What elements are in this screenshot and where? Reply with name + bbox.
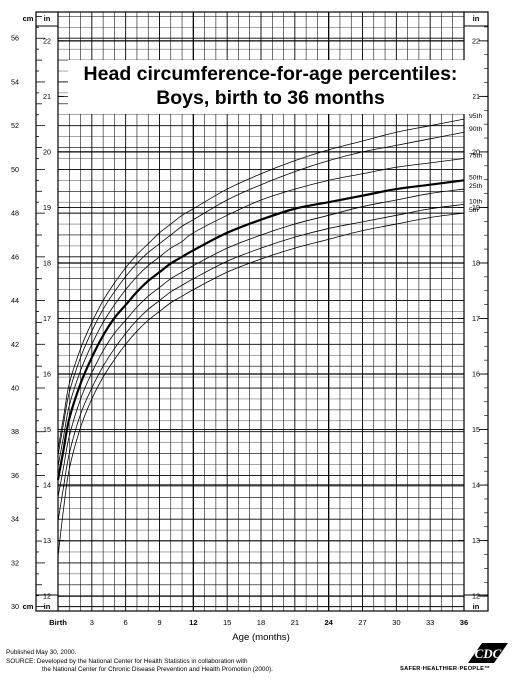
percentile-label-5th: 5th [469, 207, 479, 214]
x-tick-label: 36 [460, 618, 468, 627]
percentile-label-25th: 25th [469, 183, 482, 190]
in-tick-label-left: 12 [43, 592, 51, 601]
footer-source-continued: the National Center for Chronic Disease … [42, 666, 273, 673]
cm-unit-label-bottom: cm [23, 602, 34, 611]
cm-tick-label: 36 [11, 471, 19, 480]
in-tick-label-right: 13 [472, 536, 480, 545]
x-tick-label: 30 [392, 618, 400, 627]
in-tick-label-left: 21 [43, 92, 51, 101]
percentile-curves [56, 118, 465, 557]
percentile-label-50th: 50th [469, 174, 482, 181]
percentile-label-90th: 90th [469, 126, 482, 133]
percentile-curve-10th [57, 203, 465, 522]
in-tick-label-right: 22 [472, 36, 480, 45]
percentile-label-75th: 75th [469, 152, 482, 159]
cm-tick-label: 30 [11, 602, 19, 611]
x-tick-label: 12 [189, 618, 197, 627]
cm-tick-label: 48 [11, 209, 19, 218]
chart-subtitle: Boys, birth to 36 months [156, 87, 385, 109]
in-tick-label-right: 12 [472, 592, 480, 601]
in-unit-label-bottom-right: in [473, 602, 480, 611]
cdc-tagline: SAFER·HEALTHIER·PEOPLE™ [400, 666, 491, 672]
in-unit-label-top-left: in [44, 14, 51, 23]
x-tick-label: Birth [49, 618, 67, 627]
cm-tick-label: 32 [11, 558, 19, 567]
percentile-curve-25th [57, 188, 465, 498]
cdc-logo: CDC [468, 643, 508, 663]
cm-tick-label: 40 [11, 384, 19, 393]
cm-tick-label: 44 [11, 296, 19, 305]
x-tick-label: 33 [426, 618, 434, 627]
cm-tick-label: 56 [11, 34, 19, 43]
x-tick-label: 3 [90, 618, 94, 627]
cm-tick-label: 46 [11, 252, 19, 261]
in-tick-label-left: 15 [43, 425, 51, 434]
percentile-curve-50th [56, 179, 465, 481]
in-unit-label-top-right: in [473, 14, 480, 23]
in-tick-label-right: 14 [472, 481, 480, 490]
chart-title: Head circumference-for-age percentiles: [83, 63, 458, 85]
in-tick-label-right: 17 [472, 314, 480, 323]
percentile-curve-75th [57, 158, 465, 467]
in-tick-label-right: 21 [472, 92, 480, 101]
in-tick-label-left: 14 [43, 481, 51, 490]
in-tick-label-left: 18 [43, 258, 51, 267]
x-tick-label: 18 [257, 618, 265, 627]
x-tick-label: 21 [291, 618, 299, 627]
footer-source: SOURCE: Developed by the National Center… [6, 658, 248, 665]
in-tick-label-left: 22 [43, 36, 51, 45]
in-unit-label-bottom-left: in [44, 602, 51, 611]
x-axis-title: Age (months) [232, 632, 290, 643]
in-tick-label-left: 13 [43, 536, 51, 545]
in-tick-label-left: 17 [43, 314, 51, 323]
percentile-label-10th: 10th [469, 198, 482, 205]
in-tick-label-right: 18 [472, 258, 480, 267]
x-tick-label: 24 [324, 618, 333, 627]
chart-title-box: Head circumference-for-age percentiles: … [68, 60, 473, 114]
percentile-curve-90th [57, 131, 465, 456]
in-tick-label-right: 16 [472, 370, 480, 379]
in-tick-label-left: 20 [43, 147, 51, 156]
cm-tick-label: 54 [11, 77, 19, 86]
in-tick-label-right: 20 [472, 147, 480, 156]
cm-unit-label-top: cm [23, 14, 34, 23]
x-tick-label: 27 [358, 618, 366, 627]
cm-tick-label: 42 [11, 340, 19, 349]
x-tick-label: 15 [223, 618, 231, 627]
percentile-curve-95th [57, 118, 465, 450]
in-tick-label-left: 19 [43, 203, 51, 212]
x-tick-label: 9 [157, 618, 161, 627]
percentile-curve-5th [57, 212, 465, 557]
cdc-logo-text: CDC [475, 646, 502, 661]
cm-tick-label: 50 [11, 165, 19, 174]
percentile-label-95th: 95th [469, 113, 482, 120]
in-tick-label-right: 19 [472, 203, 480, 212]
footer-published: Published May 30, 2000. [6, 649, 77, 656]
x-tick-label: 6 [124, 618, 128, 627]
cm-tick-label: 38 [11, 427, 19, 436]
in-tick-label-right: 15 [472, 425, 480, 434]
in-tick-label-left: 16 [43, 370, 51, 379]
cm-tick-label: 52 [11, 121, 19, 130]
cm-tick-label: 34 [11, 515, 19, 524]
